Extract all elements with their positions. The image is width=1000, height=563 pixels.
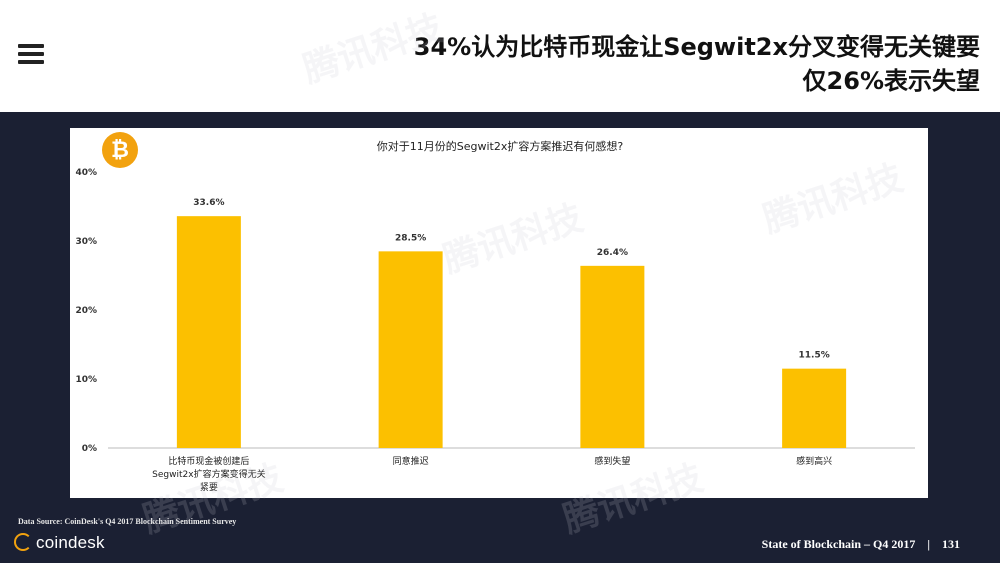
hamburger-menu-icon[interactable] [18, 44, 44, 64]
x-tick-label: 同意推迟 [393, 455, 429, 467]
x-tick-label: Segwit2x扩容方案变得无关 [152, 468, 265, 480]
x-tick-label: 比特币现金被创建后 [168, 455, 249, 467]
data-label: 33.6% [193, 198, 224, 208]
footer-report-info: State of Blockchain – Q4 2017 | 131 [762, 537, 960, 552]
bar [176, 216, 241, 448]
slide-headline: 34%认为比特币现金让Segwit2x分叉变得无关键要 仅26%表示失望 [414, 30, 980, 98]
headline-line-2: 仅26%表示失望 [802, 67, 980, 95]
coindesk-mark-icon [14, 533, 32, 551]
footer-separator: | [927, 537, 930, 551]
data-label: 11.5% [799, 351, 830, 361]
bitcoin-icon: ₿ [102, 132, 138, 168]
data-label: 28.5% [395, 233, 426, 243]
y-tick-label: 10% [75, 375, 97, 385]
report-title: State of Blockchain – Q4 2017 [761, 537, 916, 551]
data-source-note: Data Source: CoinDesk's Q4 2017 Blockcha… [18, 517, 237, 526]
y-tick-label: 0% [82, 444, 97, 454]
x-tick-label: 紧要 [200, 482, 218, 493]
y-tick-label: 30% [75, 237, 97, 247]
x-tick-label: 感到失望 [594, 455, 630, 467]
headline-line-1: 34%认为比特币现金让Segwit2x分叉变得无关键要 [413, 33, 980, 61]
y-tick-label: 20% [75, 306, 97, 316]
bar [378, 251, 443, 448]
bar [580, 265, 645, 448]
page-number: 131 [942, 537, 960, 551]
chart-title: 你对于11月份的Segwit2x扩容方案推迟有何感想? [377, 139, 624, 153]
x-tick-label: 感到高兴 [796, 455, 832, 467]
header-band [0, 0, 1000, 112]
bar [782, 368, 847, 448]
coindesk-logo: coindesk [14, 533, 105, 553]
data-label: 26.4% [597, 248, 628, 258]
y-tick-label: 40% [75, 168, 97, 178]
brand-name: coindesk [36, 533, 105, 552]
